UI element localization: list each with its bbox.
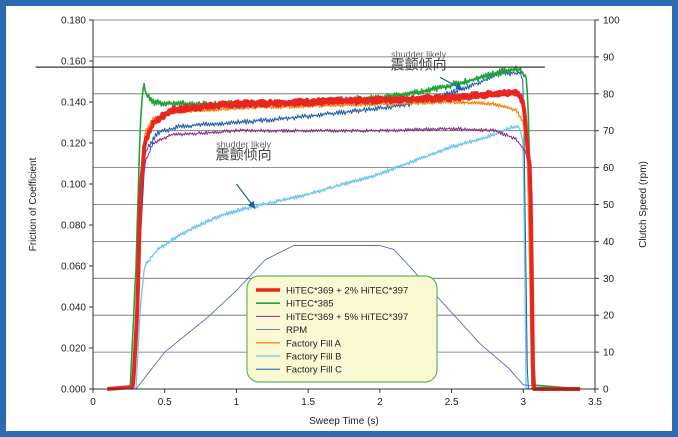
chart-panel: shudder likely 震颤倾向 shudder likely 震颤倾向 0.0… bbox=[6, 6, 672, 431]
legend-label: HiTEC*369 + 2% HiTEC*397 bbox=[286, 286, 408, 297]
series-line-2 bbox=[107, 126, 581, 390]
y2-tick-label: 40 bbox=[603, 237, 615, 248]
legend: HiTEC*369 + 2% HiTEC*397 HiTEC*385 HiTEC*3… bbox=[246, 275, 438, 383]
y2-tick-label: 70 bbox=[603, 126, 615, 137]
legend-label: RPM bbox=[286, 325, 307, 336]
annotation-text: 震颤倾向 bbox=[216, 147, 272, 163]
y-tick-label: 0.060 bbox=[61, 262, 86, 273]
y-tick-label: 0.120 bbox=[61, 139, 86, 150]
y2-tick-label: 90 bbox=[603, 52, 615, 63]
y2-tick-label: 100 bbox=[603, 16, 620, 27]
legend-box bbox=[246, 275, 438, 383]
y-tick-label: 0.040 bbox=[61, 303, 86, 314]
series-lines bbox=[106, 65, 581, 391]
annotation-arrow bbox=[235, 183, 256, 209]
legend-label: Factory Fill C bbox=[286, 365, 342, 376]
x-tick-label: 3.5 bbox=[588, 397, 602, 408]
y-tick-label: 0.160 bbox=[61, 57, 86, 68]
y2-tick-label: 20 bbox=[603, 311, 615, 322]
y-tick-label: 0.140 bbox=[61, 98, 86, 109]
y-tick-label: 0.000 bbox=[61, 385, 86, 396]
y2-tick-label: 60 bbox=[603, 163, 615, 174]
x-tick-label: 3 bbox=[521, 397, 527, 408]
axes: 0.000 0.020 0.040 0.060 0.080 0.100 0.120 0.140… bbox=[28, 16, 649, 428]
x-tick-label: 1.5 bbox=[301, 397, 315, 408]
x-tick-label: 0 bbox=[90, 397, 96, 408]
y-tick-label: 0.180 bbox=[61, 16, 86, 27]
x-tick-label: 2.5 bbox=[445, 397, 459, 408]
x-axis-title: Sweep Time (s) bbox=[309, 416, 378, 427]
y2-tick-label: 50 bbox=[603, 200, 615, 211]
y2-tick-label: 80 bbox=[603, 89, 615, 100]
y-tick-label: 0.020 bbox=[61, 344, 86, 355]
y2-tick-label: 10 bbox=[603, 348, 615, 359]
y-axis-title: Friction of Coefficient bbox=[28, 157, 39, 251]
annotation-ghost-text: shudder likely bbox=[216, 139, 272, 149]
annotation-ghost-text: shudder likely bbox=[391, 49, 447, 59]
y-tick-label: 0.080 bbox=[61, 221, 86, 232]
y2-axis-title: Clutch Speed (rpm) bbox=[638, 161, 649, 248]
series-line-0 bbox=[106, 88, 581, 391]
legend-label: HiTEC*385 bbox=[286, 299, 334, 310]
x-tick-label: 1 bbox=[234, 397, 240, 408]
x-tick-label: 2 bbox=[377, 397, 383, 408]
y-tick-label: 0.100 bbox=[61, 180, 86, 191]
annotation-text: 震颤倾向 bbox=[391, 57, 447, 73]
y2-tick-label: 0 bbox=[603, 385, 609, 396]
legend-label: HiTEC*369 + 5% HiTEC*397 bbox=[286, 312, 408, 323]
annotation-arrow bbox=[439, 76, 464, 91]
grid-lines bbox=[93, 19, 595, 353]
y2-tick-label: 30 bbox=[603, 274, 615, 285]
legend-label: Factory Fill B bbox=[286, 352, 341, 363]
legend-label: Factory Fill A bbox=[286, 338, 342, 349]
x-tick-label: 0.5 bbox=[158, 397, 172, 408]
series-line-3 bbox=[107, 245, 581, 390]
